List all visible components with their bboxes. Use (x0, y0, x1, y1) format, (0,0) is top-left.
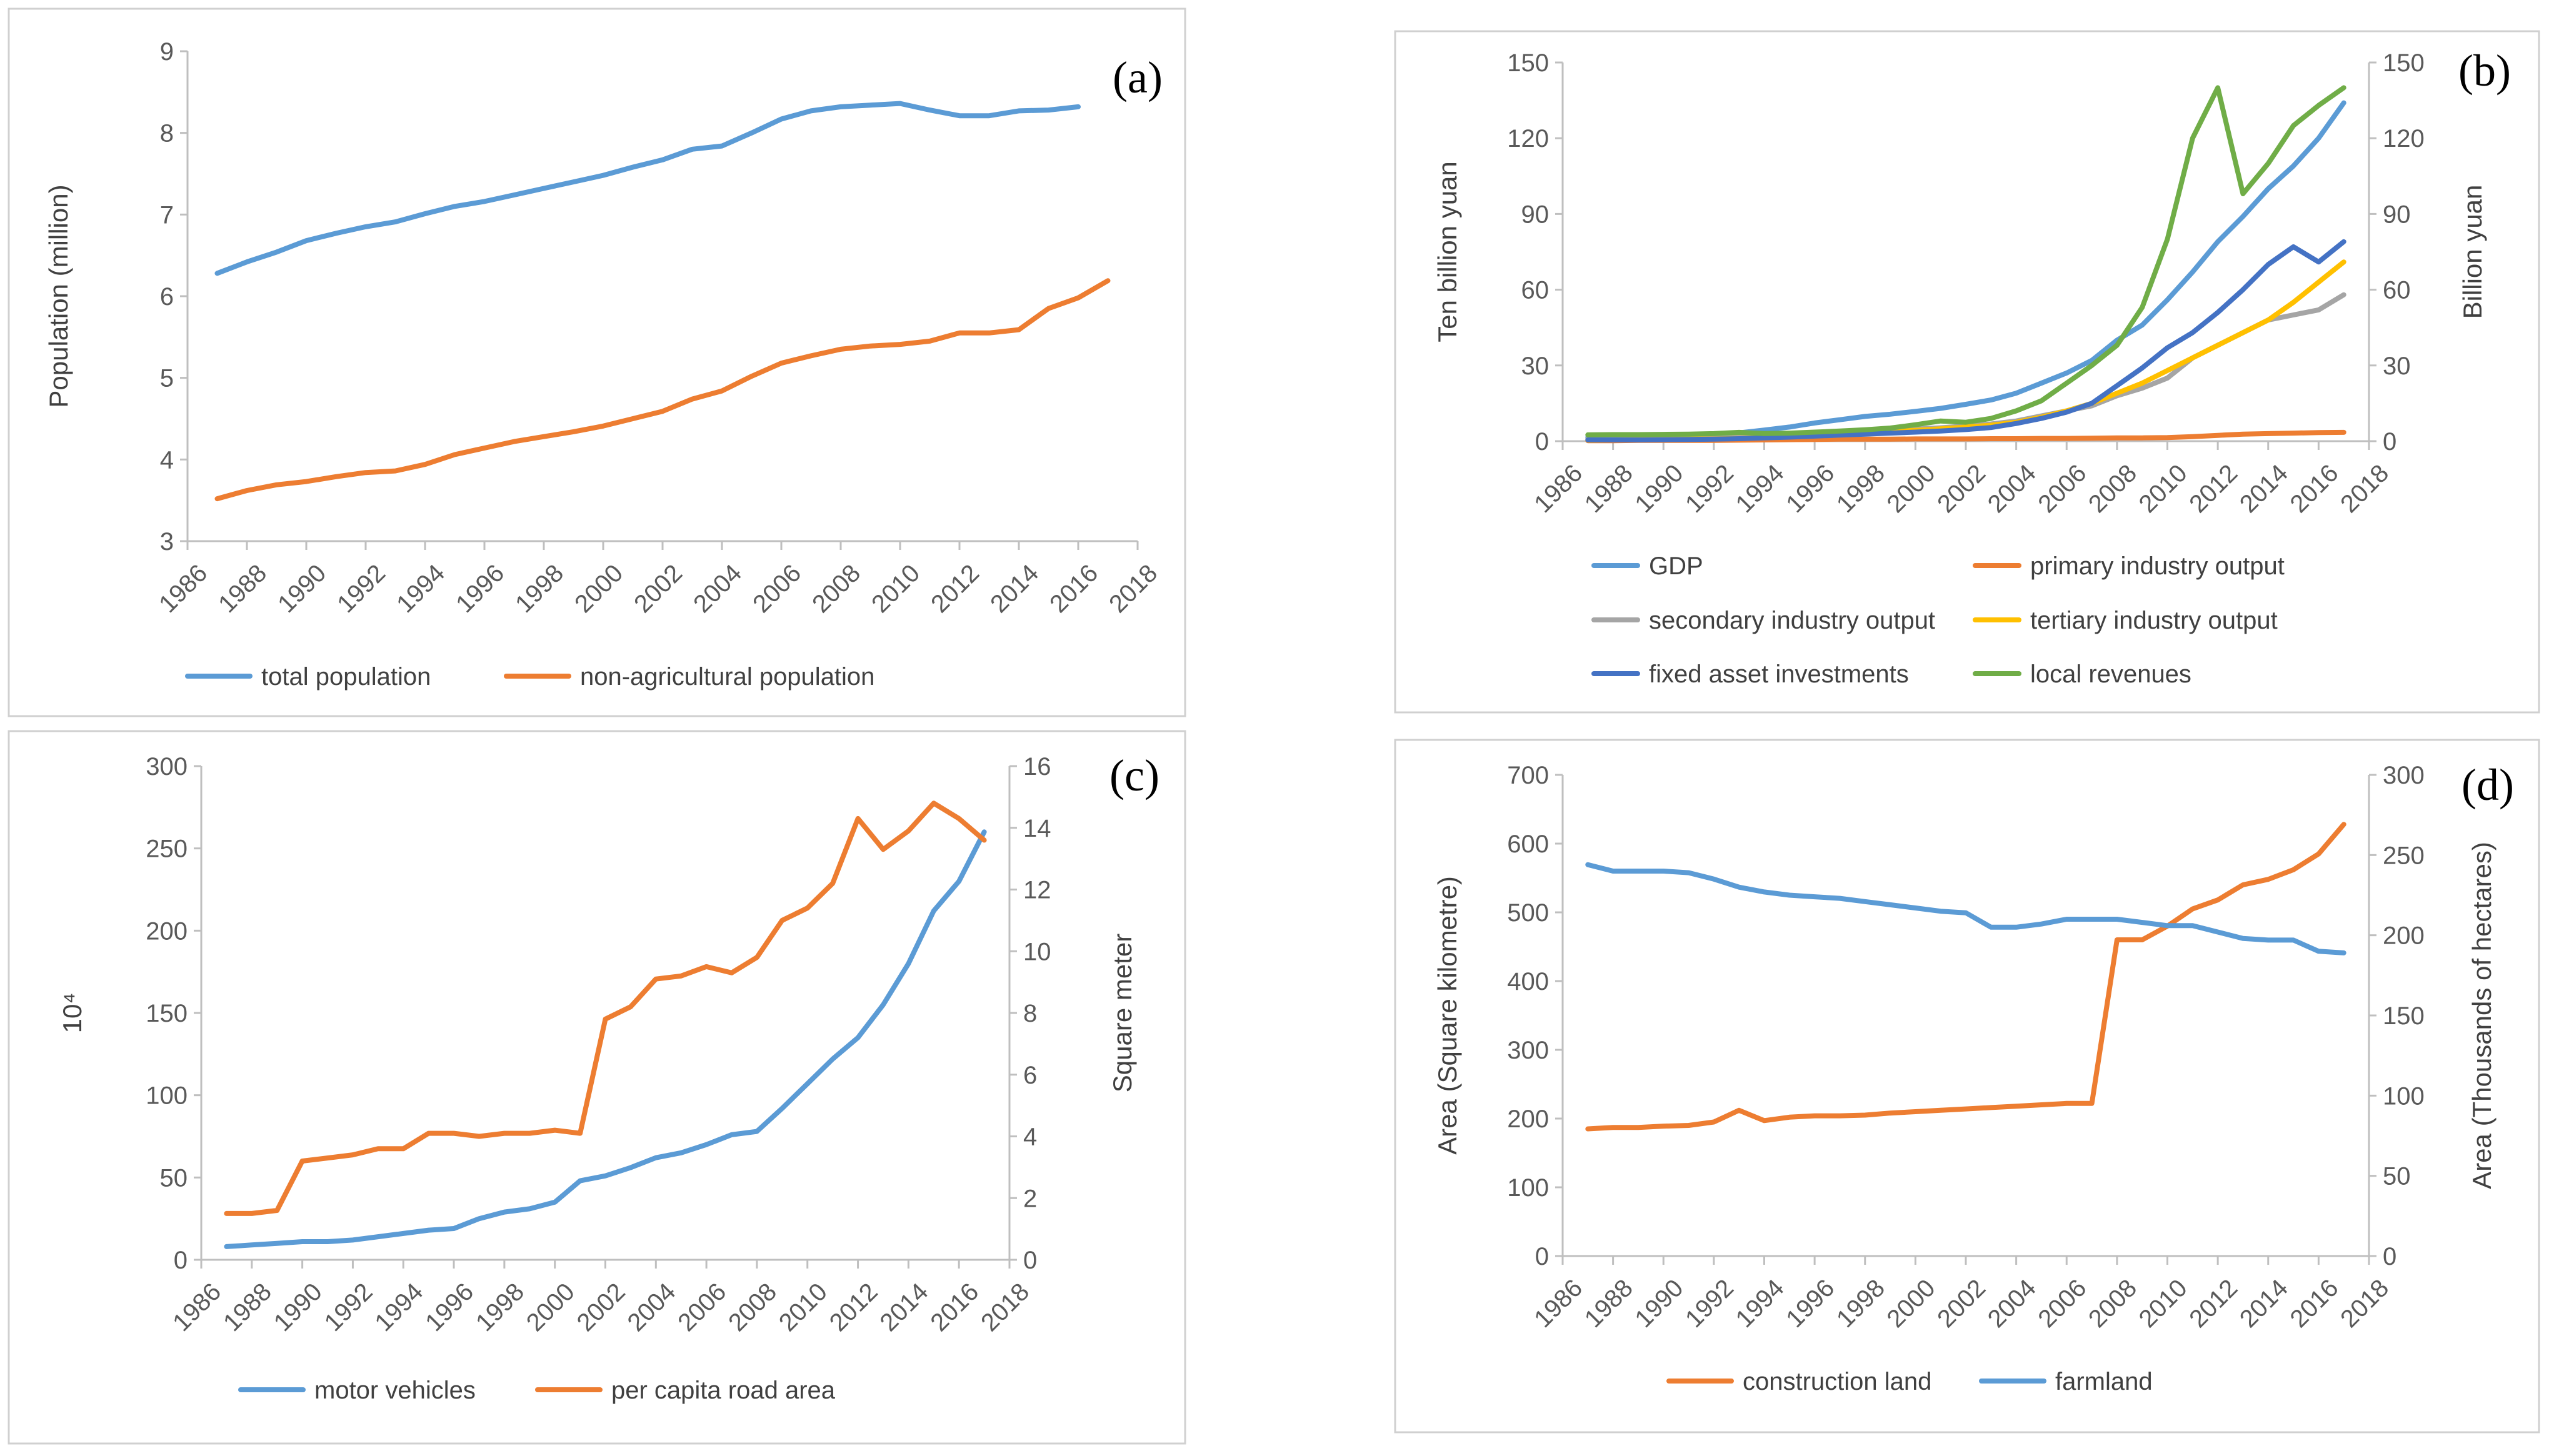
y-tick-label: 100 (1507, 1174, 1549, 1202)
y-axis-title: Area (Square kilometre) (1433, 876, 1462, 1155)
legend-label: fixed asset investments (1649, 661, 1909, 688)
series-line-construction-land (1585, 822, 2346, 1132)
series-line-fixed-asset-investments (1585, 239, 2346, 442)
series-line-farmland (1585, 862, 2346, 955)
y-tick-label: 150 (146, 1000, 188, 1027)
panel-a: 1986 1988 1990 1992 1994 1996 1998 2000 2002 2004… (8, 7, 1186, 717)
legend-label: motor vehicles (314, 1377, 476, 1404)
legend-label: GDP (1649, 552, 1703, 580)
y-right-tick-label: 250 (2383, 842, 2425, 869)
y-right-tick-label: 6 (1023, 1062, 1037, 1089)
legend-label: farmland (2055, 1368, 2153, 1395)
y-tick-label: 400 (1507, 968, 1549, 995)
y-right-tick-label: 0 (2383, 428, 2396, 456)
legend: GDP primary industry output secondary indu… (1591, 552, 2285, 688)
series-group (214, 101, 1111, 502)
legend-label: local revenues (2030, 661, 2191, 688)
panel-label: (a) (1113, 52, 1163, 102)
y-right-tick-label: 50 (2383, 1163, 2411, 1190)
y-right-tick-label: 16 (1023, 753, 1051, 780)
y-right-tick-label: 120 (2383, 125, 2425, 152)
y-tick-label: 120 (1507, 125, 1549, 152)
y-axis-title: 10⁴ (58, 993, 87, 1034)
y-tick-label: 200 (1507, 1105, 1549, 1133)
legend: construction land farmland (1666, 1368, 2153, 1395)
y-right-tick-label: 0 (2383, 1243, 2396, 1270)
y-tick-label: 4 (160, 446, 174, 474)
series-group (224, 800, 987, 1249)
legend-label: construction land (1743, 1368, 1931, 1395)
y-right-tick-label: 12 (1023, 877, 1051, 904)
y-tick-label: 3 (160, 528, 174, 556)
y-right-tick-label: 150 (2383, 49, 2425, 77)
y-right-tick-label: 200 (2383, 922, 2425, 950)
y-tick-label: 200 (146, 917, 188, 945)
y-tick-label: 150 (1507, 49, 1549, 77)
y-tick-label: 90 (1521, 201, 1550, 228)
y-axis-title: Ten billion yuan (1433, 161, 1462, 342)
panel-c: 1986198819901992199419961998200020022004… (8, 730, 1186, 1445)
y-right-tick-label: 100 (2383, 1082, 2425, 1110)
legend-label: primary industry output (2030, 552, 2285, 580)
series-line-motor-vehicles (224, 829, 987, 1249)
y-tick-label: 300 (1507, 1037, 1549, 1064)
legend-label: tertiary industry output (2030, 607, 2278, 634)
panel-label: (b) (2458, 46, 2511, 96)
series-group (1585, 822, 2346, 1132)
panel-frame (8, 7, 1186, 717)
y-tick-label: 30 (1521, 352, 1550, 380)
y-axis-right-title: Billion yuan (2458, 185, 2487, 319)
panel-frame (1394, 739, 2540, 1434)
series-group (1585, 85, 2346, 444)
legend: motor vehicles per capita road area (238, 1377, 836, 1404)
series-line-per-capita-road-area (224, 800, 987, 1216)
y-tick-label: 7 (160, 201, 174, 229)
y-tick-label: 250 (146, 835, 188, 863)
y-axis-right-title: Square meter (1108, 934, 1137, 1092)
y-right-tick-label: 30 (2383, 352, 2411, 380)
y-tick-label: 50 (160, 1164, 188, 1192)
y-tick-label: 9 (160, 38, 174, 66)
panel-label: (d) (2461, 760, 2514, 810)
y-tick-label: 0 (1535, 1243, 1549, 1270)
legend-label: non-agricultural population (580, 663, 874, 691)
y-right-tick-label: 8 (1023, 1000, 1037, 1027)
panel-frame (1394, 30, 2540, 714)
y-tick-label: 5 (160, 365, 174, 392)
y-right-tick-label: 4 (1023, 1124, 1037, 1151)
y-right-tick-label: 90 (2383, 201, 2411, 228)
legend-label: total population (261, 663, 431, 691)
series-line-total-population (214, 101, 1081, 276)
y-axis-right-title: Area (Thousands of hectares) (2467, 842, 2496, 1189)
y-tick-label: 0 (1535, 428, 1549, 456)
y-right-tick-label: 14 (1023, 815, 1051, 842)
panel-label: (c) (1109, 750, 1159, 800)
panel-frame (8, 730, 1186, 1445)
y-right-tick-label: 300 (2383, 762, 2425, 789)
y-right-tick-label: 60 (2383, 277, 2411, 304)
y-tick-label: 700 (1507, 762, 1549, 789)
series-line-non-agricultural-population (214, 278, 1111, 502)
y-tick-label: 300 (146, 753, 188, 780)
y-right-tick-label: 10 (1023, 938, 1051, 965)
panel-b: 1986198819901992199419961998200020022004… (1394, 30, 2540, 714)
y-tick-label: 6 (160, 283, 174, 311)
y-tick-label: 60 (1521, 277, 1550, 304)
y-right-tick-label: 2 (1023, 1185, 1037, 1212)
panel-d: 1986198819901992199419961998200020022004… (1394, 739, 2540, 1434)
y-tick-label: 8 (160, 120, 174, 147)
y-axis-title: Population (million) (44, 184, 73, 407)
y-tick-label: 0 (174, 1247, 188, 1274)
y-tick-label: 500 (1507, 899, 1549, 927)
legend-label: secondary industry output (1649, 607, 1935, 634)
series-line-local-revenues (1585, 85, 2346, 437)
legend: total population non-agricultural populat… (185, 663, 874, 691)
y-right-tick-label: 0 (1023, 1247, 1037, 1274)
y-tick-label: 600 (1507, 830, 1549, 858)
y-tick-label: 100 (146, 1082, 188, 1110)
y-right-tick-label: 150 (2383, 1002, 2425, 1030)
legend-label: per capita road area (611, 1377, 836, 1404)
